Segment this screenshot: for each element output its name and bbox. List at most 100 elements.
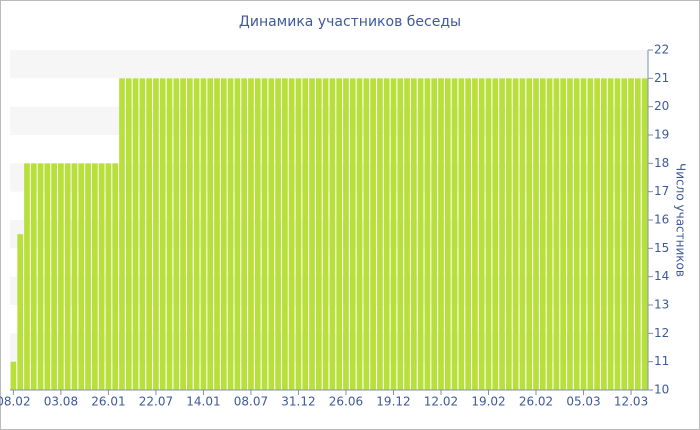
bar <box>377 78 383 390</box>
bar <box>573 78 580 390</box>
bar <box>553 78 560 390</box>
bar <box>78 163 85 390</box>
bar <box>146 78 152 390</box>
bar <box>261 78 268 390</box>
bar <box>58 163 64 390</box>
bar <box>227 78 234 390</box>
bar <box>241 78 248 390</box>
bar <box>139 78 146 390</box>
bar <box>220 78 227 390</box>
bar <box>207 78 214 390</box>
bar <box>24 163 30 390</box>
bar <box>30 163 37 390</box>
bar <box>444 78 451 390</box>
bar <box>485 78 492 390</box>
bar <box>85 163 91 390</box>
bar <box>492 78 499 390</box>
bar <box>173 78 180 390</box>
bar <box>594 78 600 390</box>
bar <box>410 78 417 390</box>
bar <box>322 78 329 390</box>
bar <box>539 78 546 390</box>
bar <box>383 78 390 390</box>
bar <box>519 78 526 390</box>
bar <box>601 78 607 390</box>
chart-title: Динамика участников беседы <box>239 14 461 30</box>
bar <box>465 78 471 390</box>
bar <box>180 78 186 390</box>
bar <box>275 78 281 390</box>
y-tick-label: 18 <box>654 156 669 170</box>
y-tick-label: 10 <box>654 383 669 397</box>
bar <box>641 78 648 390</box>
y-tick-label: 20 <box>654 99 669 113</box>
bar <box>153 78 159 390</box>
y-tick-label: 21 <box>654 71 669 85</box>
bar <box>282 78 288 390</box>
bar <box>71 163 78 390</box>
bar <box>105 163 112 390</box>
bar <box>112 163 119 390</box>
bar <box>10 361 17 390</box>
bar <box>370 78 376 390</box>
y-tick-label: 15 <box>654 241 669 255</box>
bar <box>268 78 275 390</box>
y-tick-label: 22 <box>654 43 669 57</box>
bar <box>132 78 139 390</box>
x-tick-label: 26.01 <box>91 395 125 409</box>
bar <box>526 78 533 390</box>
bar <box>336 78 343 390</box>
x-tick-label: 19.12 <box>376 395 410 409</box>
bar <box>295 78 302 390</box>
bar <box>91 163 98 390</box>
bar <box>44 163 51 390</box>
bar <box>125 78 132 390</box>
bar <box>64 163 71 390</box>
bar <box>254 78 261 390</box>
bar <box>234 78 241 390</box>
x-tick-label: 12.03 <box>614 395 648 409</box>
bar <box>363 78 370 390</box>
y-tick-label: 17 <box>654 184 669 198</box>
x-tick-label: 05.03 <box>566 395 600 409</box>
x-tick-label: 31.12 <box>281 395 315 409</box>
bar <box>193 78 200 390</box>
bar <box>214 78 220 390</box>
bar <box>397 78 404 390</box>
bar <box>159 78 166 390</box>
y-tick-label: 12 <box>654 326 669 340</box>
bar <box>288 78 295 390</box>
x-tick-label: 08.07 <box>234 395 268 409</box>
x-tick-label: 26.06 <box>329 395 363 409</box>
bar <box>390 78 397 390</box>
y-tick-label: 11 <box>654 354 669 368</box>
bar <box>329 78 336 390</box>
y-tick-label: 13 <box>654 298 669 312</box>
y-tick-label: 14 <box>654 269 669 283</box>
bar <box>567 78 573 390</box>
bar <box>309 78 315 390</box>
bar <box>506 78 512 390</box>
x-tick-label: 19.02 <box>471 395 505 409</box>
bar <box>187 78 193 390</box>
bar <box>37 163 44 390</box>
bar <box>560 78 567 390</box>
bar <box>51 163 57 390</box>
x-tick-label: 12.02 <box>424 395 458 409</box>
x-tick-label: 08.02 <box>0 395 31 409</box>
bar <box>166 78 173 390</box>
bar <box>17 234 24 390</box>
bar <box>546 78 553 390</box>
bar <box>512 78 519 390</box>
y-tick-label: 19 <box>654 128 669 142</box>
bar <box>587 78 594 390</box>
bar <box>614 78 621 390</box>
bar <box>119 78 125 390</box>
bar <box>458 78 465 390</box>
bar <box>248 78 254 390</box>
x-tick-label: 03.08 <box>44 395 78 409</box>
bar <box>343 78 349 390</box>
bar <box>315 78 322 390</box>
bar <box>438 78 444 390</box>
